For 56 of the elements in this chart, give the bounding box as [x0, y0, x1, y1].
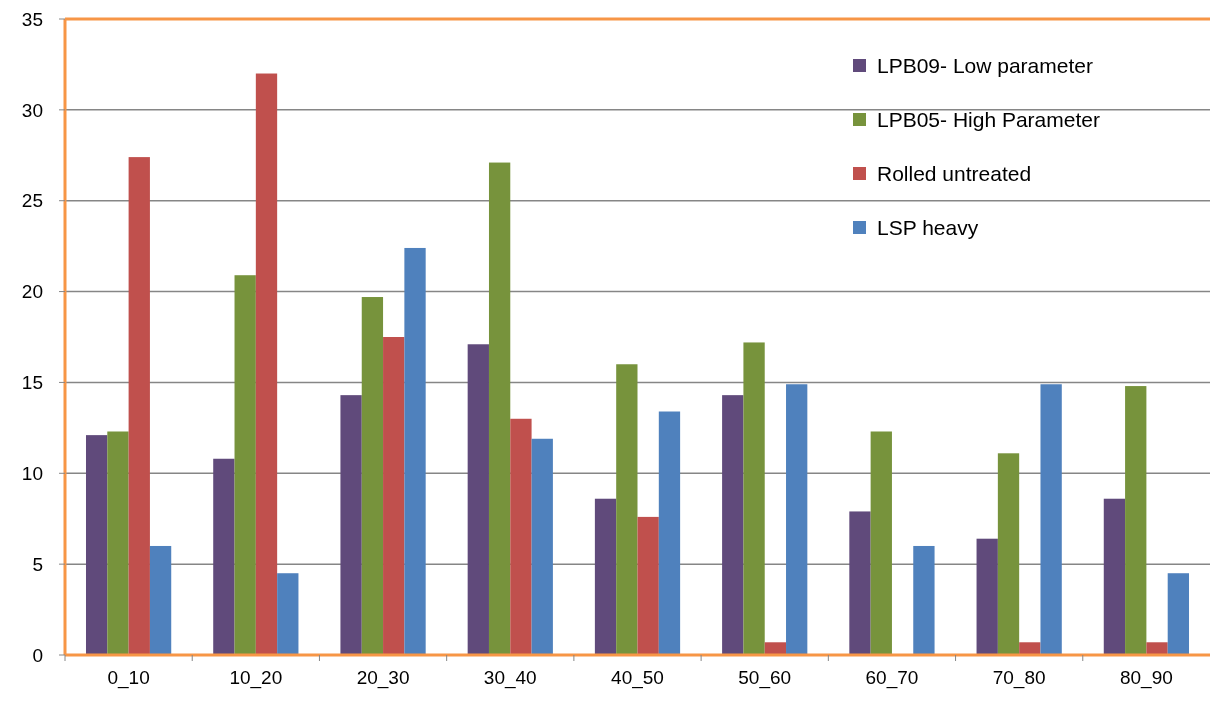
- bar: [531, 438, 553, 655]
- y-tick-label: 30: [21, 99, 43, 121]
- bar: [743, 342, 765, 655]
- bar: [255, 73, 278, 655]
- x-tick-label: 30_40: [483, 667, 537, 689]
- x-tick-label: 10_20: [229, 667, 283, 689]
- x-tick-label: 0_10: [107, 667, 150, 689]
- y-tick-label: 35: [21, 8, 43, 30]
- bar: [361, 297, 384, 655]
- y-tick-label: 25: [21, 190, 43, 212]
- bar: [1167, 573, 1190, 655]
- legend-label: LPB09- Low parameter: [877, 54, 1093, 78]
- bar: [786, 384, 808, 655]
- y-tick-label: 15: [21, 372, 43, 394]
- bar: [616, 364, 638, 655]
- bar: [340, 395, 362, 655]
- bar: [213, 458, 235, 655]
- bar: [1125, 386, 1147, 655]
- y-tick-label: 20: [21, 281, 43, 303]
- bar: [383, 337, 405, 655]
- bar: [997, 453, 1020, 655]
- bar: [594, 498, 617, 655]
- bar: [764, 642, 787, 655]
- bar: [128, 157, 150, 655]
- bar: [1146, 642, 1168, 655]
- x-tick-label: 60_70: [865, 667, 919, 689]
- bar: [234, 275, 256, 655]
- bar: [637, 516, 659, 655]
- bar: [870, 431, 892, 655]
- legend-label: Rolled untreated: [877, 162, 1032, 186]
- bar: [510, 418, 532, 655]
- y-tick-label: 10: [21, 462, 43, 484]
- bar: [913, 545, 935, 655]
- bar: [85, 435, 108, 655]
- bar: [722, 395, 744, 655]
- x-tick-label: 50_60: [738, 667, 792, 689]
- bar: [467, 344, 489, 655]
- y-tick-label: 0: [32, 644, 43, 666]
- bar: [277, 573, 299, 655]
- y-tick-label: 5: [32, 553, 43, 575]
- bar: [849, 511, 871, 655]
- x-tick-label: 20_30: [356, 667, 410, 689]
- bar: [488, 162, 511, 655]
- bar: [1103, 498, 1126, 655]
- bar: [1019, 642, 1041, 655]
- legend-label: LSP heavy: [877, 216, 979, 240]
- bar: [149, 545, 172, 655]
- bar: [404, 247, 426, 655]
- bar: [658, 411, 681, 655]
- x-tick-label: 80_90: [1119, 667, 1173, 689]
- bar: [976, 538, 998, 655]
- x-tick-label: 70_80: [992, 667, 1046, 689]
- x-tick-label: 40_50: [611, 667, 664, 689]
- bar: [1040, 384, 1062, 655]
- bar: [107, 431, 129, 655]
- legend-label: LPB05- High Parameter: [877, 108, 1100, 132]
